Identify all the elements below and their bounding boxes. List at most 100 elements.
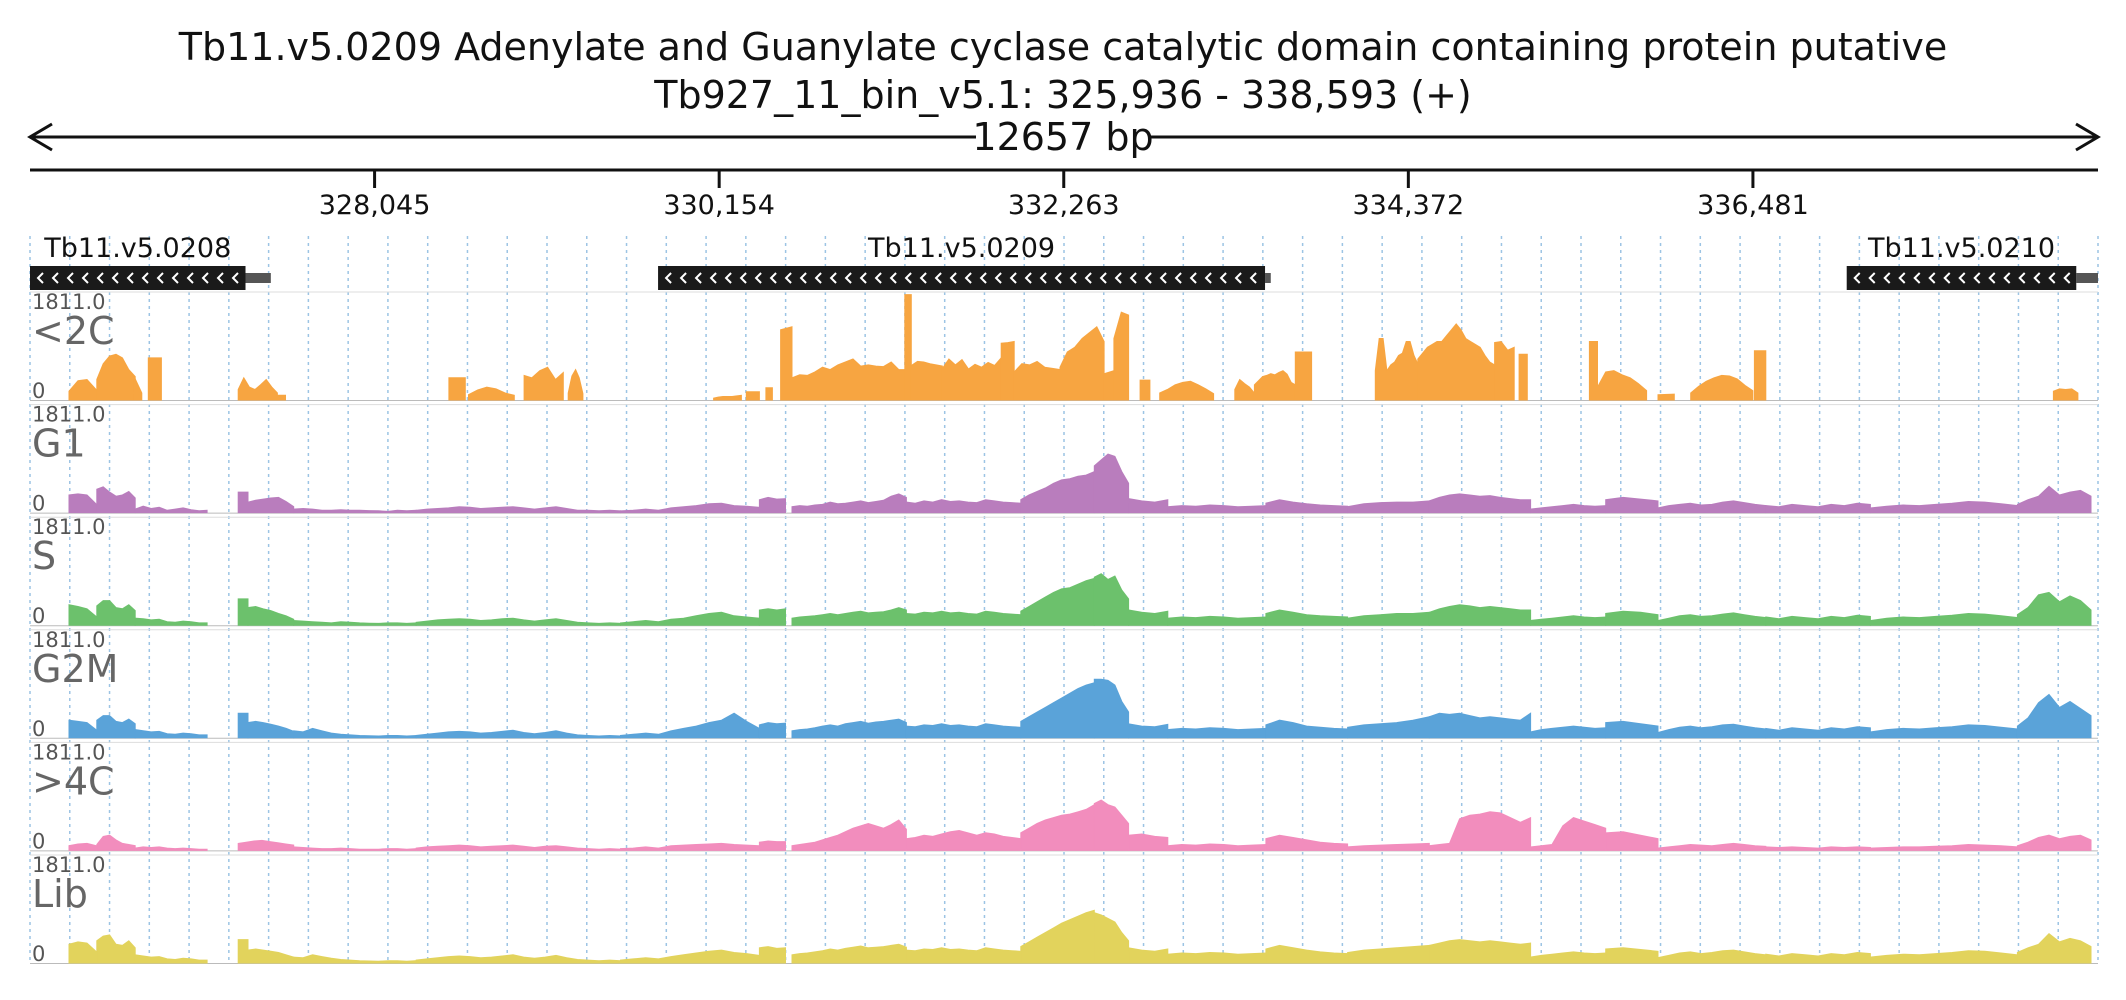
- coverage-area: [1159, 380, 1215, 401]
- coverage-area: [68, 719, 97, 739]
- coverage-area: [68, 378, 97, 401]
- coverage-area: [1020, 803, 1095, 851]
- strand-arrow-icon: [829, 272, 837, 284]
- strand-arrow-icon: [1234, 272, 1242, 284]
- coverage-area: [791, 819, 907, 851]
- strand-arrow-icon: [156, 272, 164, 284]
- coverage-area: [1093, 678, 1130, 739]
- coverage-area: [620, 611, 760, 626]
- gene-label: Tb11.v5.0210: [1867, 233, 2055, 264]
- coverage-area: [1657, 393, 1675, 401]
- coverage-area: [1128, 947, 1169, 964]
- strand-arrow-icon: [1189, 272, 1197, 284]
- strand-arrow-icon: [96, 272, 104, 284]
- coverage-area: [415, 729, 621, 739]
- coverage-area: [758, 946, 786, 964]
- gene-utr: [1265, 273, 1271, 283]
- ruler-tick-label: 332,263: [1008, 190, 1120, 221]
- coverage-area: [237, 376, 278, 401]
- coverage-area: [134, 954, 208, 964]
- strand-arrow-icon: [231, 272, 239, 284]
- track-ymin-label: 0: [32, 379, 45, 403]
- coverage-area: [1657, 723, 1767, 739]
- coverage-area: [247, 605, 295, 626]
- coverage-area: [1765, 846, 1871, 851]
- coverage-area: [68, 604, 97, 626]
- coverage-area: [1093, 799, 1130, 851]
- strand-arrow-icon: [216, 272, 224, 284]
- coverage-area: [1128, 609, 1169, 626]
- coverage-area: [1347, 611, 1430, 626]
- coverage-area: [1530, 503, 1607, 514]
- coverage-area: [247, 496, 295, 514]
- coverage-area: [791, 493, 907, 514]
- strand-arrow-icon: [51, 272, 59, 284]
- track-ymax-label: 1811.0: [32, 740, 105, 764]
- coverage-area: [904, 294, 912, 401]
- coverage-area: [1013, 360, 1061, 401]
- coverage-area: [1530, 951, 1607, 964]
- strand-arrow-icon: [126, 272, 134, 284]
- gene-label: Tb11.v5.0209: [867, 233, 1055, 264]
- track-ymax-label: 1811.0: [32, 628, 105, 652]
- track-name-label: S: [32, 534, 56, 578]
- coverage-area: [1265, 609, 1349, 626]
- coverage-area: [133, 375, 143, 401]
- strand-arrow-icon: [874, 272, 882, 284]
- strand-arrow-icon: [1099, 272, 1107, 284]
- coverage-area: [765, 387, 773, 401]
- gene-feature: Tb11.v5.0208: [30, 233, 271, 290]
- coverage-area: [1347, 500, 1430, 514]
- track-ymin-label: 0: [32, 942, 45, 966]
- track-ymax-label: 1811.0: [32, 403, 105, 427]
- coverage-area: [134, 729, 208, 739]
- track-name-label: Lib: [32, 872, 88, 916]
- coverage-area: [2016, 693, 2092, 739]
- track-ymax-label: 1811.0: [32, 515, 105, 539]
- coverage-area: [1167, 504, 1267, 514]
- coverage-area: [1869, 612, 2018, 626]
- coverage-area: [523, 366, 564, 401]
- coverage-area: [713, 394, 742, 401]
- strand-arrow-icon: [784, 272, 792, 284]
- coverage-area: [415, 844, 621, 851]
- coverage-area: [791, 358, 907, 401]
- coverage-area: [1530, 615, 1607, 626]
- coverage-area: [1059, 326, 1105, 401]
- strand-arrow-icon: [814, 272, 822, 284]
- coverage-area: [1294, 351, 1313, 401]
- strand-arrow-icon: [664, 272, 672, 284]
- track-ymin-label: 0: [32, 717, 45, 741]
- gene-feature: Tb11.v5.0209: [658, 233, 1271, 290]
- coverage-area: [1265, 499, 1349, 514]
- coverage-area: [1167, 727, 1267, 739]
- coverage-track: 1811.0S 0: [30, 515, 2098, 628]
- coverage-area: [1605, 831, 1659, 851]
- strand-arrow-icon: [81, 272, 89, 284]
- coverage-area: [620, 502, 760, 514]
- strand-arrow-icon: [1174, 272, 1182, 284]
- coverage-area: [415, 617, 621, 626]
- coverage-area: [134, 846, 208, 851]
- coverage-area: [1374, 338, 1419, 401]
- gene-utr: [2076, 273, 2098, 283]
- coverage-area: [1657, 842, 1767, 851]
- gene-body: [1846, 266, 2077, 290]
- coverage-area: [237, 491, 249, 514]
- coverage-area: [1093, 912, 1130, 964]
- coverage-area: [1417, 323, 1496, 401]
- coverage-area: [1347, 716, 1430, 739]
- strand-arrow-icon: [66, 272, 74, 284]
- coverage-area: [96, 600, 136, 626]
- coverage-track: 1811.0>4C 0: [30, 740, 2098, 853]
- coverage-area: [147, 357, 162, 401]
- coverage-area: [1518, 353, 1528, 401]
- coverage-area: [1428, 493, 1532, 514]
- coverage-area: [247, 948, 295, 964]
- strand-arrow-icon: [186, 272, 194, 284]
- coverage-area: [758, 840, 786, 851]
- coverage-area: [941, 356, 1002, 401]
- coverage-area: [68, 493, 97, 514]
- coverage-area: [905, 723, 1022, 739]
